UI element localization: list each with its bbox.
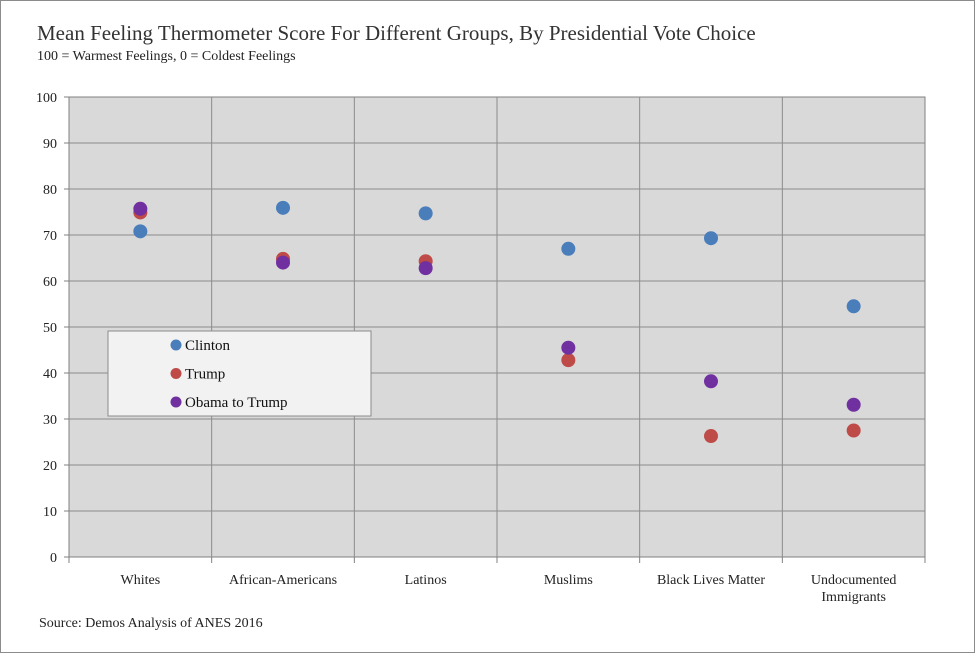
x-axis: Whites African-Americans Latinos Muslims Bla… xyxy=(68,557,926,605)
chart-title: Mean Feeling Thermometer Score For Diffe… xyxy=(37,21,756,45)
legend-marker xyxy=(170,339,182,351)
y-tick-label: 60 xyxy=(43,275,57,290)
y-tick-label: 0 xyxy=(50,551,57,566)
x-tick-label: African-Americans xyxy=(229,573,337,588)
y-tick-label: 20 xyxy=(43,459,57,474)
data-point-trump xyxy=(561,353,576,368)
data-point-obama-to-trump xyxy=(276,255,290,270)
y-tick-label: 30 xyxy=(43,413,57,428)
data-point-clinton xyxy=(846,299,861,314)
y-tick-label: 80 xyxy=(43,183,57,198)
chart-subtitle: 100 = Warmest Feelings, 0 = Coldest Feel… xyxy=(37,49,296,64)
legend-label: Clinton xyxy=(185,338,231,354)
category-dividers xyxy=(211,97,783,557)
data-point-obama-to-trump xyxy=(846,397,861,412)
legend-marker xyxy=(170,396,182,408)
data-point-obama-to-trump xyxy=(561,340,576,355)
data-point-obama-to-trump xyxy=(133,201,148,216)
x-tick-label: Latinos xyxy=(405,573,447,588)
y-tick-label: 40 xyxy=(43,367,57,382)
source-note: Source: Demos Analysis of ANES 2016 xyxy=(39,616,263,631)
legend-box xyxy=(107,330,372,417)
data-point-clinton xyxy=(704,231,718,246)
legend-label: Obama to Trump xyxy=(185,395,288,411)
legend: Clinton Trump Obama to Trump xyxy=(107,330,372,417)
data-point-clinton xyxy=(418,206,433,221)
data-point-obama-to-trump xyxy=(418,261,433,276)
legend-label: Trump xyxy=(185,367,225,383)
y-tick-label: 100 xyxy=(36,91,57,106)
data-point-trump xyxy=(846,423,861,438)
x-tick-label: Muslims xyxy=(544,573,593,588)
data-point-clinton xyxy=(561,241,576,256)
data-point-clinton xyxy=(276,200,290,215)
data-point-obama-to-trump xyxy=(704,374,718,389)
data-point-trump xyxy=(704,429,718,444)
x-tick-label: Whites xyxy=(121,573,161,588)
data-point-clinton xyxy=(133,224,148,239)
x-tick-label: Undocumented xyxy=(811,573,897,588)
data-points xyxy=(133,200,861,444)
y-tick-label: 90 xyxy=(43,137,57,152)
legend-marker xyxy=(170,368,182,379)
y-tick-label: 10 xyxy=(43,505,57,520)
x-tick-label: Black Lives Matter xyxy=(657,573,765,588)
y-tick-label: 70 xyxy=(43,229,57,244)
y-axis: 0 10 20 30 40 50 60 70 80 90 100 xyxy=(36,91,69,566)
x-tick-label: Immigrants xyxy=(821,590,886,605)
y-tick-label: 50 xyxy=(43,321,57,336)
